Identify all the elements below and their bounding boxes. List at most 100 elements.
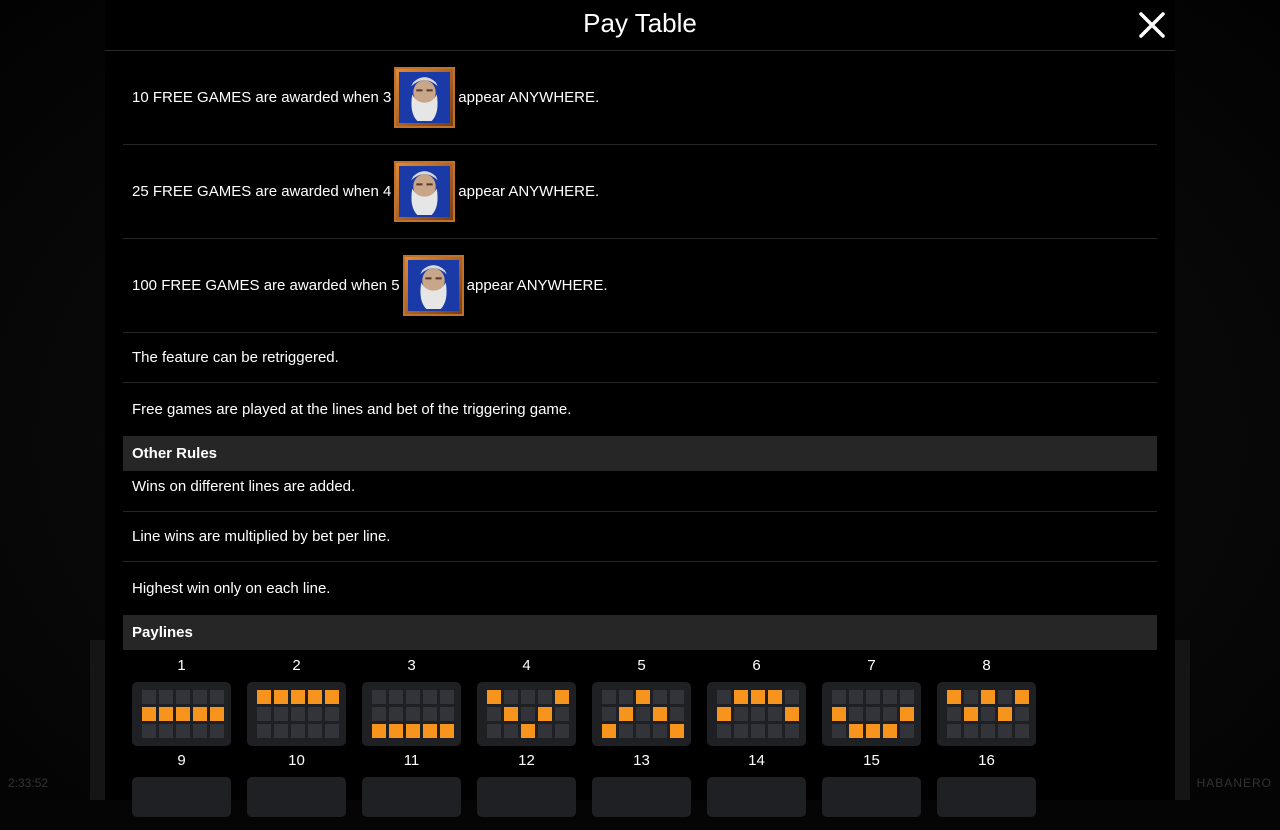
- payline-cell: [538, 707, 552, 721]
- payline-number: 9: [177, 752, 186, 769]
- payline-cell: [619, 690, 633, 704]
- payline-cell: [257, 707, 271, 721]
- payline-cell: [785, 690, 799, 704]
- payline-pattern: [362, 777, 461, 817]
- payline-cell: [372, 690, 386, 704]
- payline-cell: [257, 690, 271, 704]
- payline-cell: [406, 724, 420, 738]
- payline-number: 13: [633, 752, 650, 769]
- note-text: Free games are played at the lines and b…: [132, 401, 572, 418]
- payline-cell: [734, 707, 748, 721]
- payline-pattern: [937, 777, 1036, 817]
- payline-cell: [998, 690, 1012, 704]
- payline-cell: [159, 707, 173, 721]
- payline-cell: [210, 690, 224, 704]
- payline-cell: [308, 690, 322, 704]
- payline-cell: [1015, 690, 1029, 704]
- rule-text: Wins on different lines are added.: [132, 478, 356, 495]
- payline-cell: [555, 724, 569, 738]
- payline-cell: [832, 707, 846, 721]
- payline-number: 2: [292, 657, 301, 674]
- payline-pattern: [477, 777, 576, 817]
- payline-cell: [159, 724, 173, 738]
- payline-cell: [538, 724, 552, 738]
- payline-cell: [423, 707, 437, 721]
- payline-cell: [325, 690, 339, 704]
- payline-number: 1: [177, 657, 186, 674]
- payline-cell: [785, 724, 799, 738]
- payline-cell: [193, 707, 207, 721]
- payline-cell: [142, 690, 156, 704]
- payline-cell: [555, 707, 569, 721]
- payline-cell: [998, 724, 1012, 738]
- close-button[interactable]: [1139, 12, 1165, 38]
- payline-cell: [947, 724, 961, 738]
- payline-number: 11: [403, 752, 420, 769]
- payline-cell: [734, 690, 748, 704]
- payline-cell: [768, 724, 782, 738]
- payline-cell: [981, 724, 995, 738]
- payline-number: 5: [637, 657, 646, 674]
- payline-cell: [142, 724, 156, 738]
- payline-cell: [274, 690, 288, 704]
- payline-number: 7: [867, 657, 876, 674]
- payline-cell: [193, 690, 207, 704]
- payline-cell: [521, 707, 535, 721]
- payline-pattern: [822, 682, 921, 746]
- payline-cell: [423, 690, 437, 704]
- payline-cell: [900, 724, 914, 738]
- note-row: The feature can be retriggered.: [123, 333, 1157, 383]
- payline-cell: [142, 707, 156, 721]
- payline-cell: [636, 707, 650, 721]
- header: Pay Table: [105, 0, 1175, 51]
- payline-cell: [619, 724, 633, 738]
- payline-cell: [487, 724, 501, 738]
- payline-5: 5: [592, 656, 691, 746]
- payline-cell: [210, 707, 224, 721]
- payline-cell: [1015, 724, 1029, 738]
- payline-pattern: [132, 682, 231, 746]
- payline-cell: [964, 707, 978, 721]
- payline-1: 1: [132, 656, 231, 746]
- payline-cell: [406, 707, 420, 721]
- payline-cell: [602, 690, 616, 704]
- payline-8: 8: [937, 656, 1036, 746]
- payline-pattern: [822, 777, 921, 817]
- payline-cell: [257, 724, 271, 738]
- background-column: [1170, 640, 1190, 800]
- payline-cell: [602, 707, 616, 721]
- payline-cell: [947, 707, 961, 721]
- section-heading-other-rules: Other Rules: [123, 436, 1157, 471]
- payline-cell: [176, 690, 190, 704]
- paytable-panel: Pay Table 10 FREE GAMES are awarded when…: [105, 0, 1175, 817]
- zeus-scatter-icon: [394, 161, 456, 222]
- payline-cell: [538, 690, 552, 704]
- payline-cell: [487, 707, 501, 721]
- free-games-row: 100 FREE GAMES are awarded when 5 appear…: [123, 239, 1157, 333]
- payline-pattern: [592, 777, 691, 817]
- payline-cell: [291, 724, 305, 738]
- payline-cell: [832, 724, 846, 738]
- payline-cell: [372, 724, 386, 738]
- payline-pattern: [132, 777, 231, 817]
- payline-cell: [964, 690, 978, 704]
- payline-pattern: [707, 777, 806, 817]
- payline-cell: [717, 707, 731, 721]
- payline-cell: [866, 707, 880, 721]
- payline-6: 6: [707, 656, 806, 746]
- payline-cell: [291, 707, 305, 721]
- payline-3: 3: [362, 656, 461, 746]
- payline-cell: [308, 707, 322, 721]
- rule-row: Line wins are multiplied by bet per line…: [123, 512, 1157, 562]
- payline-cell: [193, 724, 207, 738]
- payline-cell: [981, 707, 995, 721]
- payline-cell: [274, 724, 288, 738]
- free-games-suffix: appear ANYWHERE.: [466, 277, 608, 294]
- payline-pattern: [247, 777, 346, 817]
- payline-pattern: [937, 682, 1036, 746]
- payline-cell: [849, 724, 863, 738]
- payline-4: 4: [477, 656, 576, 746]
- payline-number: 4: [522, 657, 531, 674]
- payline-pattern: [362, 682, 461, 746]
- rule-text: Highest win only on each line.: [132, 580, 331, 597]
